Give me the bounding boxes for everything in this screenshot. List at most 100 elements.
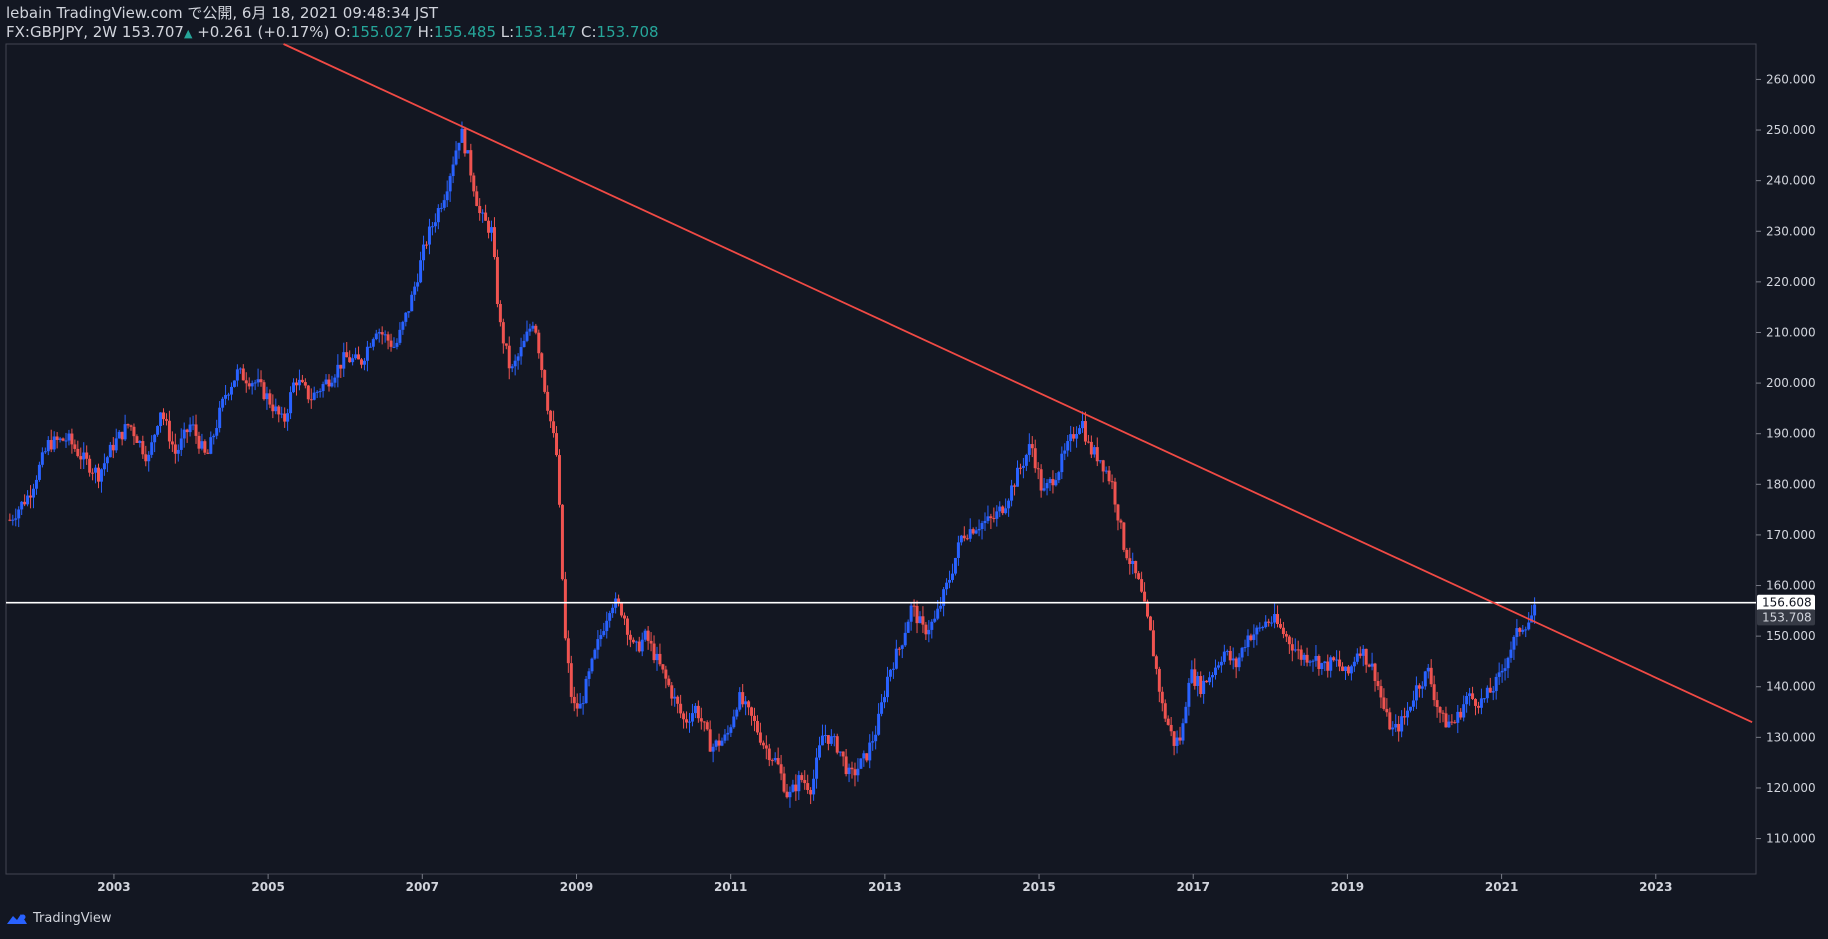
candle-body [711, 746, 715, 752]
candle [463, 126, 467, 157]
candle [959, 534, 963, 546]
candle-body [1382, 697, 1386, 709]
candle [1116, 503, 1120, 531]
price-axis[interactable]: 110.000 120.000 130.000 140.000 150.000 160.0… [1756, 72, 1816, 846]
candle [720, 737, 724, 747]
candle-body [1290, 644, 1294, 651]
last-price-tag [1757, 609, 1815, 626]
candle [487, 217, 491, 239]
candle-body [297, 379, 301, 386]
candle-body [99, 469, 103, 482]
candle-body [673, 696, 677, 699]
footer-branding[interactable]: TradingView [6, 911, 112, 926]
candle-body [918, 616, 922, 624]
candle [835, 733, 839, 755]
candle-body [809, 789, 813, 795]
candle-body [188, 424, 192, 433]
candle [809, 787, 813, 805]
candle [856, 758, 860, 782]
candle [1205, 680, 1209, 683]
open-label: O: [334, 23, 351, 41]
candle [608, 610, 612, 628]
candle [1500, 664, 1504, 683]
candle [147, 451, 151, 472]
candle-body [354, 354, 358, 359]
candle-body [832, 736, 836, 738]
open-value: 155.027 [350, 23, 413, 41]
candle-body [153, 434, 157, 443]
candle [1243, 639, 1247, 652]
candle [330, 375, 334, 388]
candle [141, 435, 145, 459]
candle-body [906, 621, 910, 633]
candle [1021, 457, 1025, 479]
candle-body [953, 557, 957, 574]
descending-trendline[interactable] [283, 43, 1753, 723]
candle [138, 440, 142, 448]
candle [581, 696, 585, 715]
candle [1092, 444, 1096, 458]
candle [1157, 666, 1161, 703]
candle [1196, 671, 1200, 697]
candle-body [1033, 448, 1037, 469]
candle [729, 724, 733, 738]
candle [1258, 622, 1262, 632]
candle-body [841, 751, 845, 757]
candle [492, 217, 496, 260]
candle-body [1083, 421, 1087, 442]
candle-body [238, 368, 242, 370]
candle [167, 410, 171, 449]
candle [94, 464, 98, 484]
candle-body [439, 207, 443, 209]
candle-body [693, 705, 697, 714]
candle [1211, 672, 1215, 688]
candle-body [1429, 667, 1433, 685]
candle-body [55, 436, 59, 440]
candle-body [1506, 657, 1510, 669]
symbol-name[interactable]: FX:GBPJPY, 2W [6, 23, 118, 41]
candle [1140, 571, 1144, 593]
candle [543, 369, 547, 394]
candle [1060, 446, 1064, 479]
candle-body [1196, 676, 1200, 686]
candle-body [200, 441, 204, 449]
candle [1474, 698, 1478, 716]
candle-body [1270, 622, 1274, 624]
candle [1329, 655, 1333, 678]
candle-body [525, 331, 529, 341]
time-axis[interactable]: 2003 2005 2007 2009 2011 2013 2015 2017 2019 2021… [97, 874, 1672, 894]
candle-body [1193, 669, 1197, 686]
candle-body [117, 431, 121, 439]
candle-body [1468, 693, 1472, 697]
candle [962, 526, 966, 542]
candle-body [1001, 506, 1005, 514]
candle [1231, 647, 1235, 670]
trendline-layer[interactable] [283, 43, 1753, 723]
candle-body [1213, 667, 1217, 675]
candle-body [1456, 711, 1460, 723]
candle [853, 762, 857, 787]
candle [70, 428, 74, 454]
candle-body [1137, 573, 1141, 580]
candle [1468, 687, 1472, 706]
candle [481, 209, 485, 223]
candle-body [79, 456, 83, 460]
candle-body [1018, 467, 1022, 469]
candle-body [401, 321, 405, 330]
candle-body [1178, 737, 1182, 741]
candle [998, 501, 1002, 518]
candle [1063, 443, 1067, 461]
candle [348, 350, 352, 363]
y-tick-label: 200.000 [1766, 376, 1816, 390]
y-tick-label: 190.000 [1766, 427, 1816, 441]
candle [800, 772, 804, 783]
x-tick-label: 2007 [406, 880, 439, 894]
candle-body [1098, 460, 1102, 462]
candle [466, 149, 470, 154]
candle [888, 668, 892, 682]
x-tick-label: 2003 [97, 880, 130, 894]
candle [995, 505, 999, 527]
candle [1293, 638, 1297, 653]
